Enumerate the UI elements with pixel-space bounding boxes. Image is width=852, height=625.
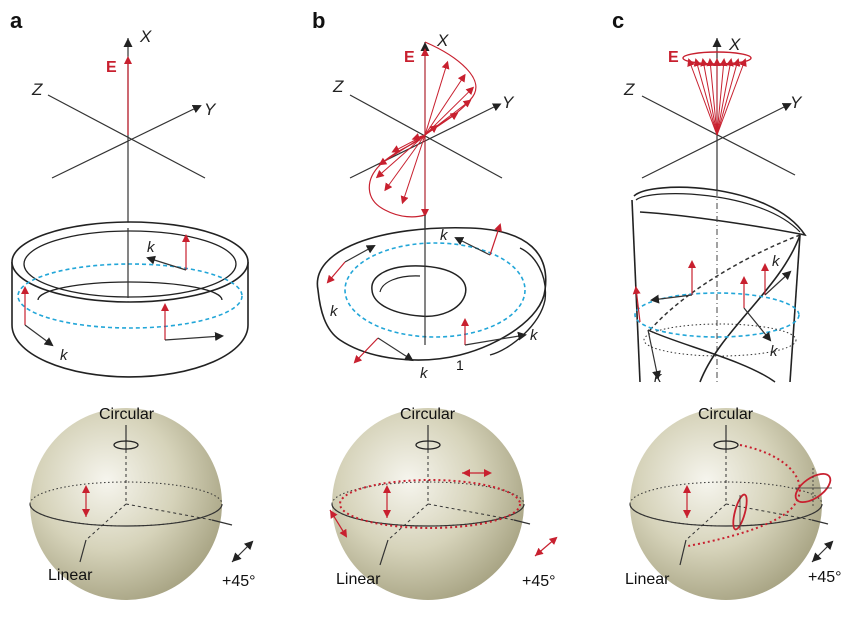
e-label-c: E <box>668 49 679 66</box>
field-cone-c <box>682 51 752 136</box>
panel-letter-c: c <box>612 8 624 33</box>
sphere-right-label-c: +45° <box>808 569 842 586</box>
beam-path-b <box>344 242 526 338</box>
sphere-left-label-b: Linear <box>336 571 381 588</box>
axis-y-label-c: Y <box>790 93 803 112</box>
field-twist-b <box>368 41 477 218</box>
axis-x-label-a: X <box>139 27 152 46</box>
poincare-sphere-a: Circular Linear +45° <box>29 406 256 600</box>
k-label-a-2: k <box>60 347 69 364</box>
panel-letter-b: b <box>312 8 325 33</box>
k-label-b-2: k <box>330 303 339 320</box>
ring-band-a <box>11 221 249 378</box>
field-arrow-c <box>687 58 718 136</box>
field-arrow-c <box>716 58 728 136</box>
field-arrow-c <box>716 58 747 136</box>
field-arrow-c <box>700 58 718 136</box>
sphere-left-label-a: Linear <box>48 567 93 584</box>
poincare-sphere-c: Circular Linear +45° <box>625 406 842 600</box>
field-arrow-c <box>693 58 718 136</box>
field-arrow-b <box>424 124 439 136</box>
field-arrow-c <box>716 58 741 136</box>
field-arrow-b <box>384 134 426 192</box>
beam-path-a <box>17 263 243 329</box>
k-label-b-4: k <box>530 327 539 344</box>
e-label-b: E <box>404 49 415 66</box>
poincare-sphere-b: Circular Linear +45° <box>329 406 558 600</box>
field-arrow-b <box>424 73 466 136</box>
axis-x-label-b: X <box>436 31 449 50</box>
sphere-left-label-c: Linear <box>625 571 670 588</box>
k-label-c-1: k <box>772 253 781 270</box>
axis-z-label-c: Z <box>623 80 635 99</box>
field-arrow-b <box>378 134 426 166</box>
tube-c <box>631 186 807 383</box>
panel-c: c X Y Z E <box>612 8 842 600</box>
sphere-top-label-b: Circular <box>400 406 456 423</box>
axis-y-label-a: Y <box>204 100 217 119</box>
field-arrow-b <box>400 134 426 205</box>
ring-band-b <box>316 215 547 361</box>
field-arrow-b <box>424 60 450 136</box>
k-label-b-3: k <box>420 365 429 382</box>
k-label-c-3: k <box>654 369 663 386</box>
e-label-a: E <box>106 59 117 76</box>
k-label-b-1: k <box>440 227 449 244</box>
number-label-b: 1 <box>456 357 464 373</box>
sphere-top-label-c: Circular <box>698 406 754 423</box>
k-label-a-1: k <box>147 239 156 256</box>
panel-b: b X Y Z E k k <box>312 8 558 600</box>
panel-letter-a: a <box>10 8 23 33</box>
axis-z-label-b: Z <box>332 77 344 96</box>
k-label-c-2: k <box>770 343 779 360</box>
field-arrow-c <box>706 58 718 136</box>
sphere-right-label-a: +45° <box>222 573 256 590</box>
axis-x-label-c: X <box>728 35 741 54</box>
axis-z-label-a: Z <box>31 80 43 99</box>
field-arrow-b <box>391 134 426 153</box>
field-arrow-b <box>375 134 426 179</box>
panel-a: a X Y Z E k k <box>10 8 256 600</box>
sphere-top-label-a: Circular <box>99 406 155 423</box>
sphere-right-label-b: +45° <box>522 573 556 590</box>
field-arrow-c <box>716 58 734 136</box>
beam-path-c <box>634 292 800 338</box>
axis-y-label-b: Y <box>502 93 515 112</box>
